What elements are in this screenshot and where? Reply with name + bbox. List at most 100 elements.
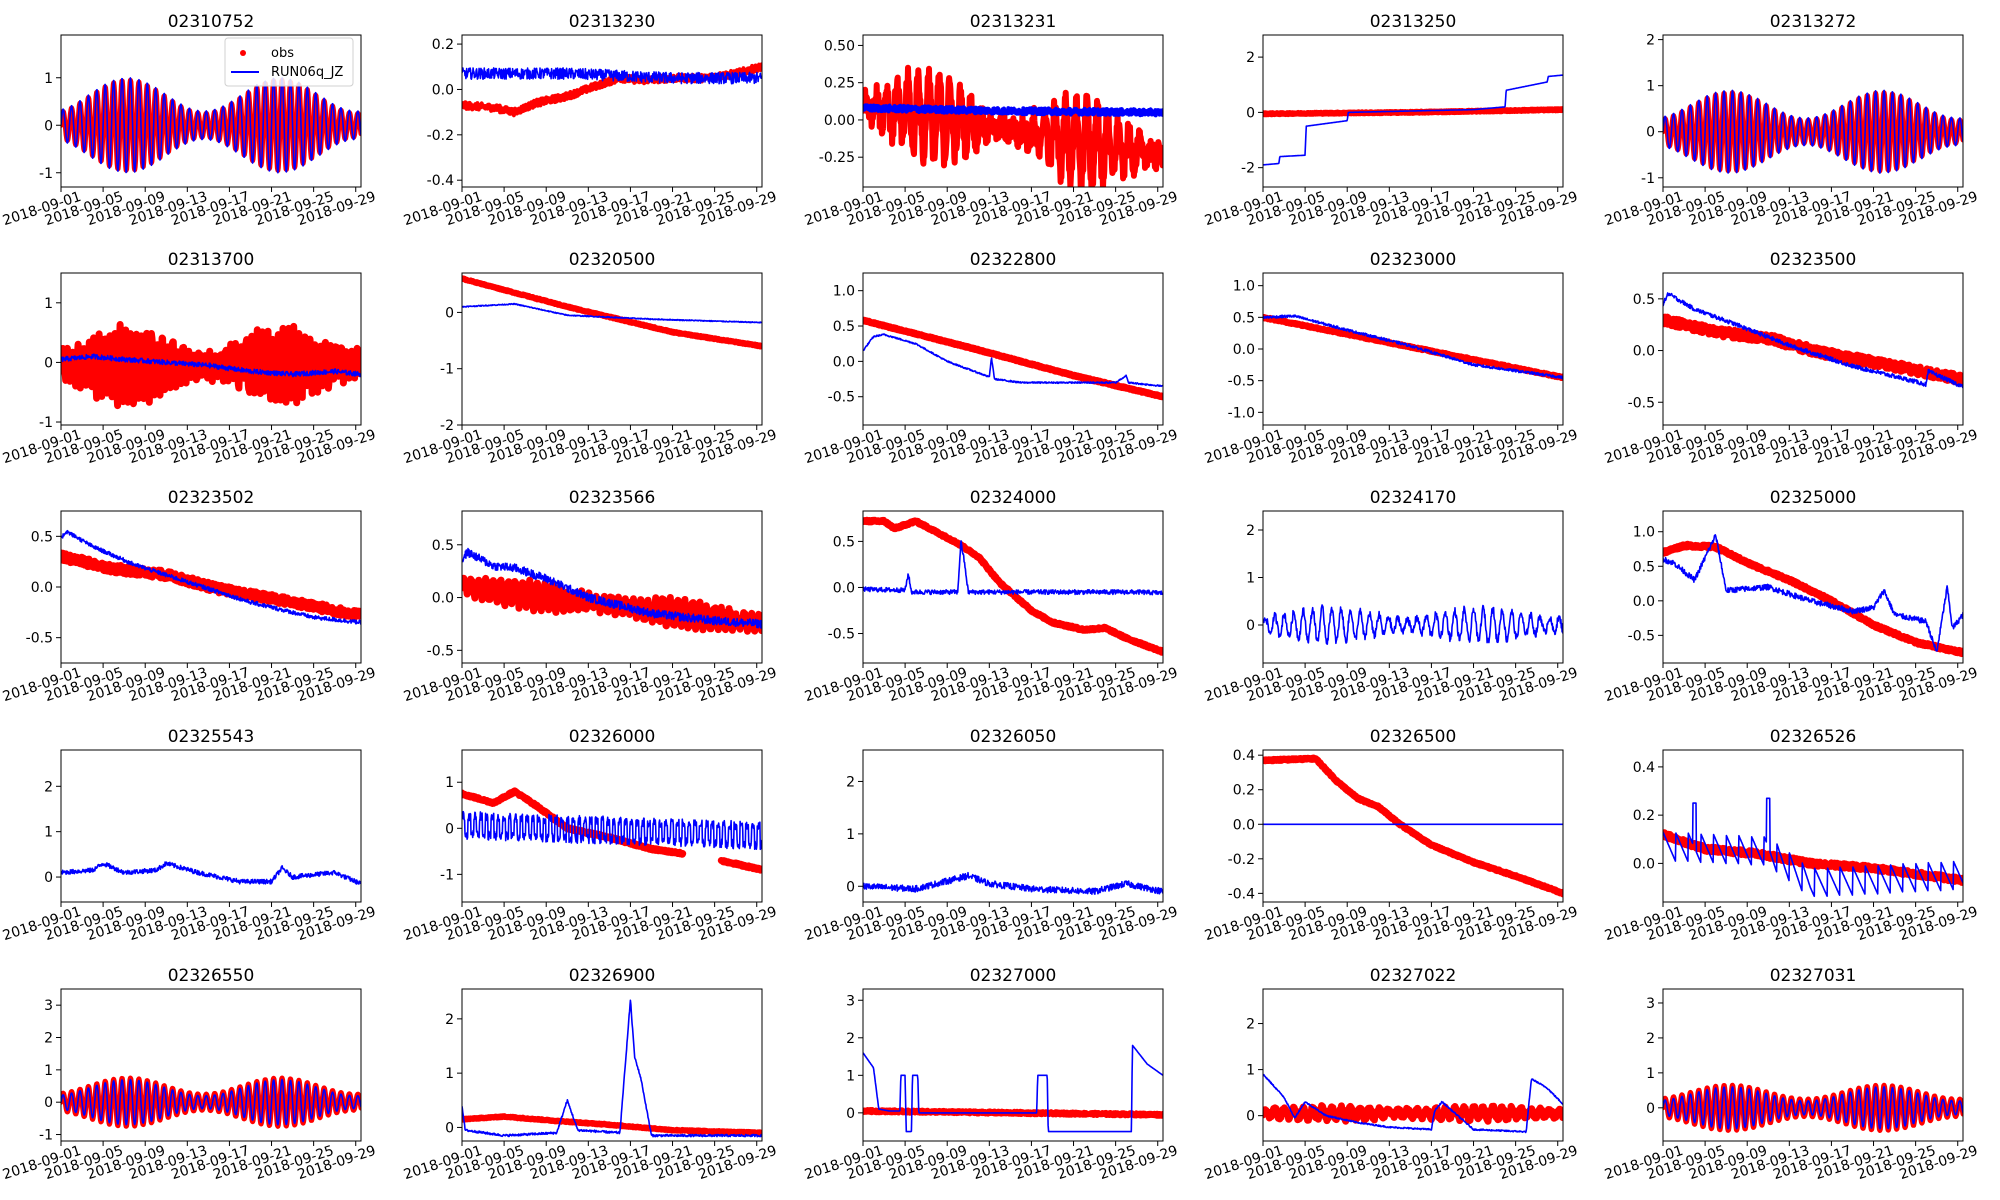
obs-series — [462, 275, 762, 350]
subplot-02326900: 023269002102018-09-012018-09-052018-09-0… — [402, 966, 779, 1183]
axes-frame — [1262, 988, 1564, 1142]
series-group — [1263, 313, 1563, 381]
y-tick-label: 0.2 — [432, 37, 454, 53]
y-tick-label: 1 — [44, 296, 53, 312]
model-series — [462, 810, 762, 851]
x-tick-label: 2018-09-29 — [697, 189, 779, 229]
subplot-02326000: 0232600010-12018-09-012018-09-052018-09-… — [402, 727, 779, 944]
x-tick-label: 2018-09-29 — [1098, 1143, 1180, 1183]
y-tick-label: 0.0 — [1633, 344, 1655, 360]
subplot-02326050: 023260502102018-09-012018-09-052018-09-0… — [803, 727, 1180, 944]
x-tick-label: 2018-09-29 — [1898, 189, 1980, 229]
y-tick-label: -2 — [440, 418, 454, 434]
subplot-02313250: 0231325020-22018-09-012018-09-052018-09-… — [1203, 12, 1580, 229]
y-tick-label: 0.0 — [1233, 817, 1255, 833]
y-tick-label: -0.5 — [828, 390, 855, 406]
y-tick-label: 0 — [44, 355, 53, 371]
model-series — [462, 999, 762, 1138]
obs-series — [462, 1113, 762, 1137]
y-tick-label: 0 — [445, 1120, 454, 1136]
series-group — [863, 871, 1163, 895]
y-tick-label: 2 — [44, 1031, 53, 1047]
subplot-02326526: 023265260.40.20.02018-09-012018-09-05201… — [1603, 727, 1980, 944]
subplot-02313230: 023132300.20.0-0.2-0.42018-09-012018-09-… — [402, 12, 779, 229]
x-tick-label: 2018-09-29 — [697, 665, 779, 705]
model-series — [1263, 74, 1563, 166]
y-tick-label: 0.4 — [1233, 748, 1255, 764]
y-tick-label: 0.5 — [1233, 310, 1255, 326]
model-series — [61, 1078, 361, 1126]
axes-frame — [862, 510, 1164, 664]
y-tick-label: 1 — [445, 1066, 454, 1082]
series-group — [462, 547, 762, 635]
series-group — [863, 316, 1163, 401]
y-tick-label: 2 — [846, 774, 855, 790]
series-group — [61, 321, 361, 410]
y-tick-label: 0.0 — [833, 354, 855, 370]
y-tick-label: 2 — [1246, 50, 1255, 66]
model-series — [462, 547, 762, 629]
series-group — [1663, 89, 1963, 174]
obs-series — [1663, 313, 1963, 387]
x-tick-label: 2018-09-29 — [1498, 427, 1580, 467]
subplot-02325000: 023250001.00.50.0-0.52018-09-012018-09-0… — [1603, 488, 1980, 705]
subplot-title: 02323500 — [1770, 250, 1857, 270]
x-tick-label: 2018-09-29 — [697, 1143, 779, 1183]
axes-frame — [862, 272, 1164, 426]
subplot-title: 02313700 — [168, 250, 255, 270]
subplot-title: 02313230 — [569, 12, 656, 32]
y-tick-label: 0.5 — [833, 319, 855, 335]
subplot-title: 02326526 — [1770, 727, 1857, 747]
obs-series — [1663, 540, 1963, 658]
x-tick-label: 2018-09-29 — [296, 189, 378, 229]
axes-frame — [1262, 510, 1564, 664]
y-tick-label: 0.0 — [833, 580, 855, 596]
x-tick-label: 2018-09-29 — [1098, 665, 1180, 705]
subplot-02310752: 0231075210-12018-09-012018-09-052018-09-… — [1, 12, 378, 229]
y-tick-label: 0.0 — [1233, 342, 1255, 358]
y-tick-label: 2 — [1646, 1031, 1655, 1047]
y-tick-label: 0.5 — [1633, 559, 1655, 575]
subplot-title: 02326900 — [569, 966, 656, 986]
subplot-title: 02323566 — [569, 488, 656, 508]
y-tick-label: 1 — [1246, 571, 1255, 587]
y-tick-label: 1 — [44, 1063, 53, 1079]
subplot-title: 02320500 — [569, 250, 656, 270]
y-tick-label: 0 — [445, 305, 454, 321]
y-tick-label: 1.0 — [833, 284, 855, 300]
subplot-02324000: 023240000.50.0-0.52018-09-012018-09-0520… — [803, 488, 1180, 705]
y-tick-label: 1 — [445, 775, 454, 791]
series-group — [863, 64, 1163, 187]
y-tick-label: -1.0 — [1228, 405, 1255, 421]
model-series — [61, 353, 361, 378]
axes-frame — [862, 34, 1164, 188]
obs-series — [1263, 754, 1563, 898]
y-tick-label: 1 — [44, 71, 53, 87]
series-group — [462, 787, 762, 874]
axes-frame — [862, 988, 1164, 1142]
subplot-title: 02324000 — [970, 488, 1057, 508]
y-tick-label: 2 — [445, 1012, 454, 1028]
y-tick-label: 3 — [846, 993, 855, 1009]
subplot-02313272: 02313272210-12018-09-012018-09-052018-09… — [1603, 12, 1980, 229]
y-tick-label: 2 — [1246, 523, 1255, 539]
model-series — [1663, 797, 1963, 898]
y-tick-label: -0.4 — [427, 173, 454, 189]
model-series — [61, 529, 361, 625]
legend-obs-label: obs — [271, 46, 294, 61]
model-series — [1663, 534, 1963, 652]
y-tick-label: -0.5 — [1228, 374, 1255, 390]
y-tick-label: 0 — [846, 879, 855, 895]
series-group — [1263, 1073, 1563, 1134]
series-group — [1663, 797, 1963, 898]
model-series — [462, 67, 762, 85]
axes-frame — [1262, 34, 1564, 188]
y-tick-label: 1.0 — [1233, 279, 1255, 295]
x-tick-label: 2018-09-29 — [1898, 904, 1980, 944]
obs-series — [61, 321, 361, 410]
subplot-title: 02323502 — [168, 488, 255, 508]
series-group — [1663, 534, 1963, 658]
y-tick-label: 3 — [44, 998, 53, 1014]
model-series — [863, 333, 1163, 388]
legend-model-label: RUN06q_JZ — [271, 65, 343, 80]
